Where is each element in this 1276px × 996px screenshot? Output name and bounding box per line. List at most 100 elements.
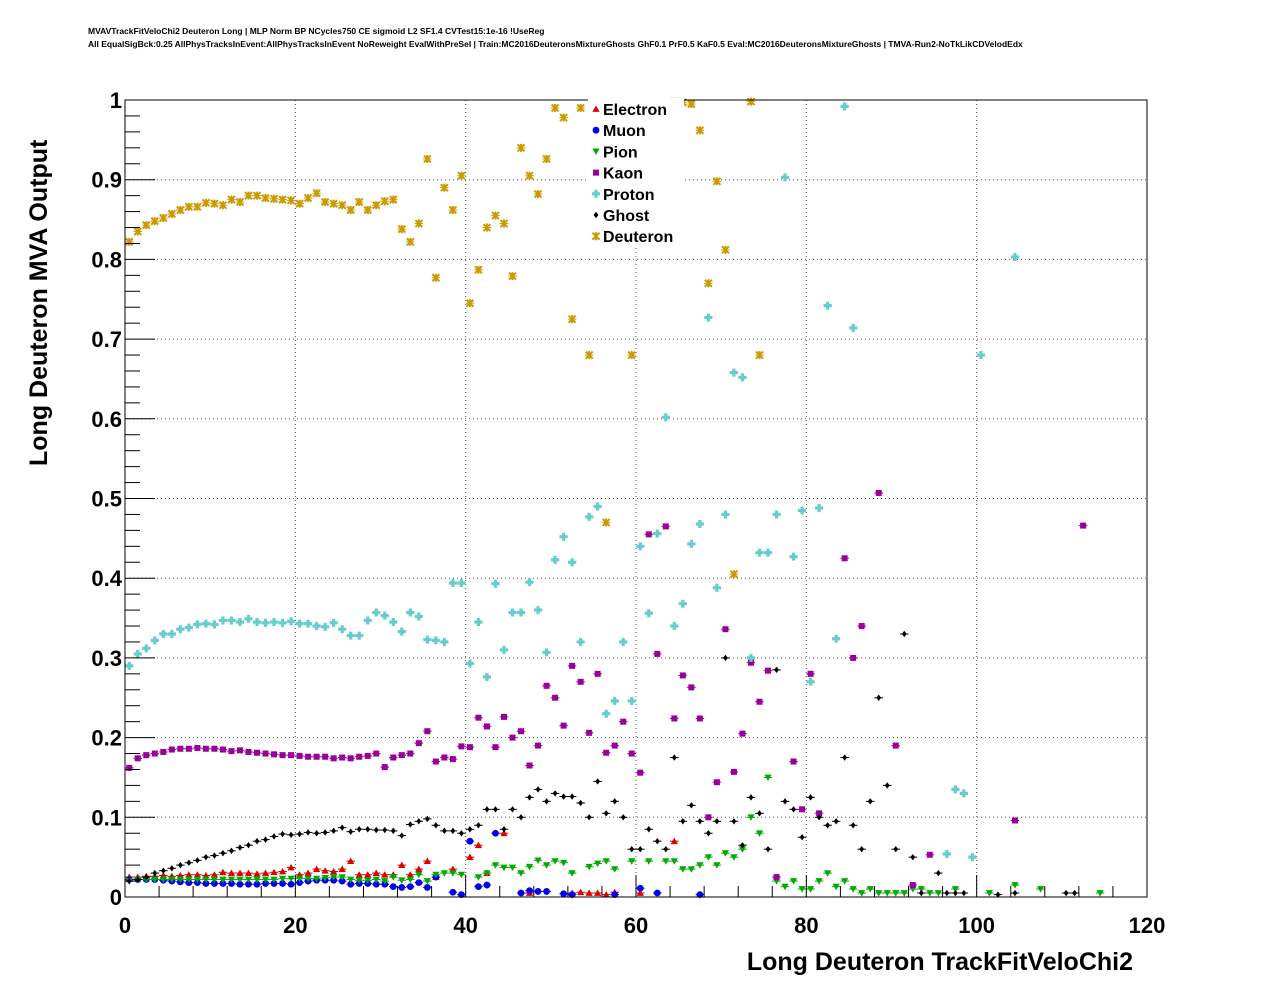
deuteron-point	[295, 199, 304, 208]
proton-point	[1010, 253, 1019, 262]
ghost-point	[654, 838, 660, 845]
legend: Electron Muon Pion Kaon Proton Ghost Deuteron	[588, 98, 684, 248]
kaon-point	[339, 754, 346, 761]
muon-point	[560, 890, 568, 898]
pion-point	[662, 858, 670, 865]
ghost-point	[229, 847, 234, 854]
kaon-point	[569, 662, 576, 669]
legend-muon-marker	[592, 126, 600, 134]
kaon-point	[926, 851, 933, 858]
electron-point	[287, 863, 295, 871]
pion-point	[824, 870, 832, 877]
pion-point	[866, 886, 874, 893]
kaon-point	[671, 715, 678, 722]
ghost-point	[680, 818, 686, 825]
ghost-point	[186, 859, 192, 866]
x-tick-label: 80	[794, 913, 818, 938]
pion-point	[474, 874, 483, 881]
electron-point	[670, 837, 678, 845]
ghost-point	[901, 630, 907, 638]
ghost-point	[578, 799, 584, 807]
ghost-point	[705, 830, 711, 837]
kaon-point	[296, 752, 303, 759]
deuteron-point	[499, 219, 509, 228]
ghost-point	[944, 889, 950, 897]
y-tick-label: 0.8	[91, 247, 122, 272]
x-tick-labels: 0 20 40 60 80 100 120	[119, 913, 1165, 938]
muon-point	[449, 888, 457, 896]
deuteron-point	[576, 103, 585, 113]
kaon-point	[432, 758, 439, 765]
electron-point	[594, 889, 602, 896]
ghost-point	[280, 830, 285, 838]
kaon-point	[415, 740, 422, 747]
kaon-point	[679, 672, 686, 679]
pion-point	[858, 890, 866, 897]
pion-point	[219, 876, 227, 884]
muon-point	[372, 880, 380, 888]
pion-point	[738, 846, 747, 853]
proton-point	[363, 616, 372, 625]
proton-point	[678, 599, 687, 608]
proton-point	[184, 623, 193, 632]
pion-point	[883, 890, 891, 897]
muon-point	[287, 880, 295, 888]
muon-point	[475, 883, 482, 891]
deuteron-point	[184, 202, 194, 212]
deuteron-point	[125, 237, 134, 247]
pion-point	[892, 890, 900, 897]
pion-point	[841, 878, 849, 885]
pion-point	[875, 890, 883, 897]
deuteron-point	[261, 193, 270, 203]
pion-point	[815, 878, 823, 885]
legend-kaon-label: Kaon	[603, 166, 643, 183]
kaon-point	[466, 744, 473, 751]
legend-electron-marker	[592, 105, 600, 112]
muon-point	[202, 880, 210, 887]
pion-point	[696, 862, 704, 869]
ghost-point	[808, 794, 813, 801]
pion-point	[704, 854, 712, 861]
proton-point	[159, 629, 168, 638]
proton-point	[670, 622, 679, 631]
deuteron-point	[159, 213, 168, 223]
electron-point	[210, 871, 219, 878]
kaon-point	[194, 744, 201, 751]
ghost-point	[723, 654, 728, 662]
deuteron-point	[303, 193, 313, 203]
kaon-point	[892, 742, 899, 749]
pion-point	[951, 886, 959, 893]
ghost-point	[169, 865, 175, 872]
ghost-point	[322, 829, 328, 836]
kaon-point	[807, 670, 814, 677]
ghost-point	[603, 810, 609, 817]
kaon-point	[696, 715, 703, 722]
proton-point	[448, 578, 457, 587]
proton-point	[653, 529, 662, 538]
proton-point	[772, 510, 781, 519]
proton-point	[287, 617, 296, 626]
pion-point	[185, 876, 193, 884]
proton-point	[176, 625, 185, 634]
proton-point	[423, 635, 432, 644]
pion-point	[560, 859, 568, 867]
legend-kaon-marker	[593, 169, 599, 176]
ghost-point	[688, 802, 694, 809]
deuteron-point	[746, 97, 756, 106]
ghost-point	[177, 861, 183, 869]
proton-point	[644, 609, 653, 618]
kaon-point	[730, 768, 737, 775]
deuteron-point	[482, 223, 492, 232]
muon-point	[347, 880, 355, 888]
kaon-point	[219, 746, 226, 753]
deuteron-point	[252, 191, 262, 200]
pion-point	[517, 870, 525, 877]
ghost-point	[569, 793, 575, 800]
kaon-point	[254, 749, 261, 756]
kaon-point	[560, 722, 567, 729]
pion-point	[747, 814, 755, 821]
kaon-point	[245, 748, 252, 755]
ghost-point	[697, 818, 703, 825]
proton-point	[968, 853, 977, 862]
kaon-point	[500, 713, 507, 720]
